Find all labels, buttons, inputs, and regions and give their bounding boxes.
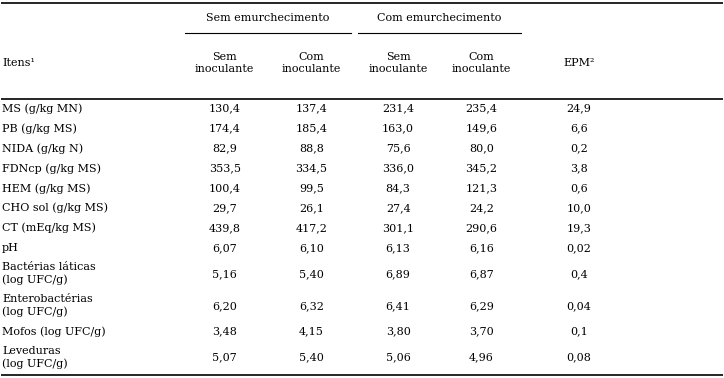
- Text: EPM²: EPM²: [563, 58, 594, 68]
- Text: 80,0: 80,0: [469, 143, 494, 153]
- Text: 0,4: 0,4: [570, 269, 588, 279]
- Text: PB (g/kg MS): PB (g/kg MS): [2, 123, 77, 134]
- Text: 4,96: 4,96: [469, 353, 494, 363]
- Text: 0,6: 0,6: [570, 183, 588, 193]
- Text: Leveduras
(log UFC/g): Leveduras (log UFC/g): [2, 346, 68, 369]
- Text: 5,07: 5,07: [212, 353, 237, 363]
- Text: 3,48: 3,48: [212, 327, 237, 337]
- Text: 0,1: 0,1: [570, 327, 588, 337]
- Text: 345,2: 345,2: [466, 163, 497, 174]
- Text: Itens¹: Itens¹: [2, 58, 35, 68]
- Text: 6,41: 6,41: [386, 301, 411, 311]
- Text: 5,06: 5,06: [386, 353, 411, 363]
- Text: CT (mEq/kg MS): CT (mEq/kg MS): [2, 223, 96, 233]
- Text: 336,0: 336,0: [382, 163, 414, 174]
- Text: MS (g/kg MN): MS (g/kg MN): [2, 103, 83, 114]
- Text: 130,4: 130,4: [209, 104, 240, 113]
- Text: 163,0: 163,0: [382, 124, 414, 133]
- Text: 100,4: 100,4: [209, 183, 240, 193]
- Text: 5,16: 5,16: [212, 269, 237, 279]
- Text: 6,07: 6,07: [212, 243, 237, 253]
- Text: 6,16: 6,16: [469, 243, 494, 253]
- Text: 185,4: 185,4: [295, 124, 327, 133]
- Text: 75,6: 75,6: [386, 143, 411, 153]
- Text: 6,13: 6,13: [386, 243, 411, 253]
- Text: Sem emurchecimento: Sem emurchecimento: [206, 12, 329, 23]
- Text: 231,4: 231,4: [382, 104, 414, 113]
- Text: HEM (g/kg MS): HEM (g/kg MS): [2, 183, 90, 194]
- Text: pH: pH: [2, 243, 19, 253]
- Text: 0,04: 0,04: [566, 301, 592, 311]
- Text: 82,9: 82,9: [212, 143, 237, 153]
- Text: Sem
inoculante: Sem inoculante: [195, 52, 254, 74]
- Text: 0,08: 0,08: [566, 353, 592, 363]
- Text: 6,29: 6,29: [469, 301, 494, 311]
- Text: 3,8: 3,8: [570, 163, 588, 174]
- Text: 5,40: 5,40: [299, 353, 324, 363]
- Text: 149,6: 149,6: [466, 124, 497, 133]
- Text: 353,5: 353,5: [209, 163, 240, 174]
- Text: 290,6: 290,6: [466, 223, 497, 233]
- Text: 174,4: 174,4: [209, 124, 240, 133]
- Text: 3,70: 3,70: [469, 327, 494, 337]
- Text: 84,3: 84,3: [386, 183, 411, 193]
- Text: 10,0: 10,0: [566, 203, 592, 213]
- Text: 6,89: 6,89: [386, 269, 411, 279]
- Text: Mofos (log UFC/g): Mofos (log UFC/g): [2, 327, 106, 337]
- Text: Bactérias láticas
(log UFC/g): Bactérias láticas (log UFC/g): [2, 262, 96, 285]
- Text: 6,87: 6,87: [469, 269, 494, 279]
- Text: 0,02: 0,02: [566, 243, 592, 253]
- Text: FDNcp (g/kg MS): FDNcp (g/kg MS): [2, 163, 101, 174]
- Text: Com emurchecimento: Com emurchecimento: [377, 12, 502, 23]
- Text: CHO sol (g/kg MS): CHO sol (g/kg MS): [2, 203, 108, 214]
- Text: Enterobactérias
(log UFC/g): Enterobactérias (log UFC/g): [2, 294, 93, 318]
- Text: 3,80: 3,80: [386, 327, 411, 337]
- Text: 24,2: 24,2: [469, 203, 494, 213]
- Text: Com
inoculante: Com inoculante: [452, 52, 511, 74]
- Text: 6,20: 6,20: [212, 301, 237, 311]
- Text: 0,2: 0,2: [570, 143, 588, 153]
- Text: 88,8: 88,8: [299, 143, 324, 153]
- Text: 6,6: 6,6: [570, 124, 588, 133]
- Text: 137,4: 137,4: [295, 104, 327, 113]
- Text: 301,1: 301,1: [382, 223, 414, 233]
- Text: 439,8: 439,8: [209, 223, 240, 233]
- Text: 19,3: 19,3: [566, 223, 592, 233]
- Text: 121,3: 121,3: [466, 183, 497, 193]
- Text: 29,7: 29,7: [212, 203, 237, 213]
- Text: 4,15: 4,15: [299, 327, 324, 337]
- Text: 417,2: 417,2: [295, 223, 327, 233]
- Text: 334,5: 334,5: [295, 163, 327, 174]
- Text: 235,4: 235,4: [466, 104, 497, 113]
- Text: Com
inoculante: Com inoculante: [282, 52, 341, 74]
- Text: 6,10: 6,10: [299, 243, 324, 253]
- Text: 27,4: 27,4: [386, 203, 411, 213]
- Text: 99,5: 99,5: [299, 183, 324, 193]
- Text: 5,40: 5,40: [299, 269, 324, 279]
- Text: 26,1: 26,1: [299, 203, 324, 213]
- Text: 24,9: 24,9: [566, 104, 592, 113]
- Text: NIDA (g/kg N): NIDA (g/kg N): [2, 143, 83, 154]
- Text: 6,32: 6,32: [299, 301, 324, 311]
- Text: Sem
inoculante: Sem inoculante: [369, 52, 428, 74]
